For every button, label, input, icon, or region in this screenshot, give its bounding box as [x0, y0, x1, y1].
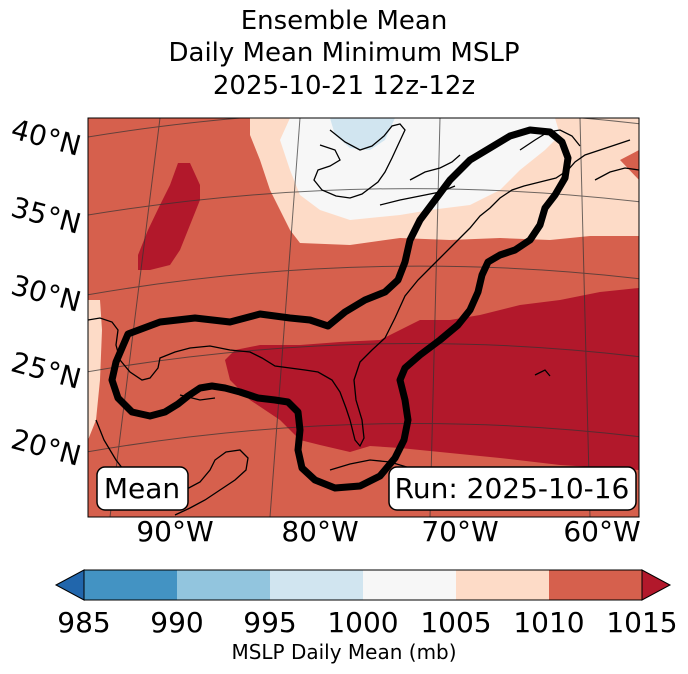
lon-label-70w: 70°W: [421, 515, 499, 548]
colorbar-bin-995-1000: [270, 570, 363, 600]
lon-label-80w: 80°W: [281, 515, 359, 548]
colorbar-tick-990: 990: [150, 606, 204, 639]
colorbar-bin-1010-1015: [549, 570, 642, 600]
colorbar: [54, 569, 672, 601]
colorbar-tick-1000: 1000: [327, 606, 399, 639]
colorbar-bin-985-990: [84, 570, 177, 600]
field-1015-west: [138, 163, 200, 270]
run-date-label: Run: 2025-10-16: [395, 472, 630, 505]
mean-label: Mean: [104, 472, 180, 505]
colorbar-tick-995: 995: [243, 606, 297, 639]
mslp-contour: [108, 126, 572, 492]
colorbar-bin-990-995: [177, 570, 270, 600]
colorbar-tick-1010: 1010: [513, 606, 585, 639]
colorbar-tick-985: 985: [57, 606, 111, 639]
map-area: [88, 118, 639, 517]
colorbar-tick-1005: 1005: [420, 606, 492, 639]
field-1005-1010-west: [88, 300, 102, 440]
map-frame: [87, 117, 640, 518]
colorbar-label: MSLP Daily Mean (mb): [231, 640, 457, 664]
colorbar-frame: [83, 569, 643, 601]
colorbar-bin-1005-1010: [456, 570, 549, 600]
colorbar-bin-1000-1005: [363, 570, 456, 600]
colorbar-tick-1015: 1015: [606, 606, 678, 639]
colorbar-extend-high: [641, 569, 672, 601]
mean-box: [96, 466, 189, 511]
title-line-1: Ensemble Mean: [240, 6, 448, 36]
title-line-3: 2025-10-21 12z-12z: [212, 71, 476, 101]
lon-label-90w: 90°W: [136, 515, 214, 548]
colorbar-extend-low: [54, 569, 85, 601]
title-line-2: Daily Mean Minimum MSLP: [168, 38, 520, 68]
lon-label-60w: 60°W: [563, 515, 641, 548]
field-1015-east: [225, 288, 639, 470]
run-date-box: [388, 466, 637, 511]
